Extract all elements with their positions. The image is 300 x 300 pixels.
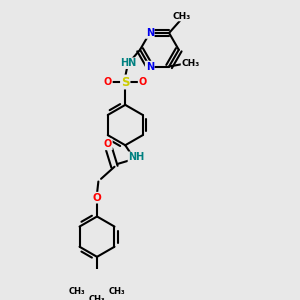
- Text: CH₃: CH₃: [172, 11, 190, 20]
- Text: CH₃: CH₃: [182, 59, 200, 68]
- Text: HN: HN: [120, 58, 136, 68]
- Text: N: N: [146, 28, 154, 38]
- Text: CH₃: CH₃: [89, 296, 105, 300]
- Text: O: O: [139, 77, 147, 87]
- Text: O: O: [104, 140, 112, 149]
- Text: S: S: [121, 76, 130, 88]
- Text: NH: NH: [128, 152, 145, 162]
- Text: N: N: [146, 61, 154, 71]
- Text: CH₃: CH₃: [68, 287, 85, 296]
- Text: O: O: [93, 193, 101, 203]
- Text: CH₃: CH₃: [109, 287, 125, 296]
- Text: O: O: [104, 77, 112, 87]
